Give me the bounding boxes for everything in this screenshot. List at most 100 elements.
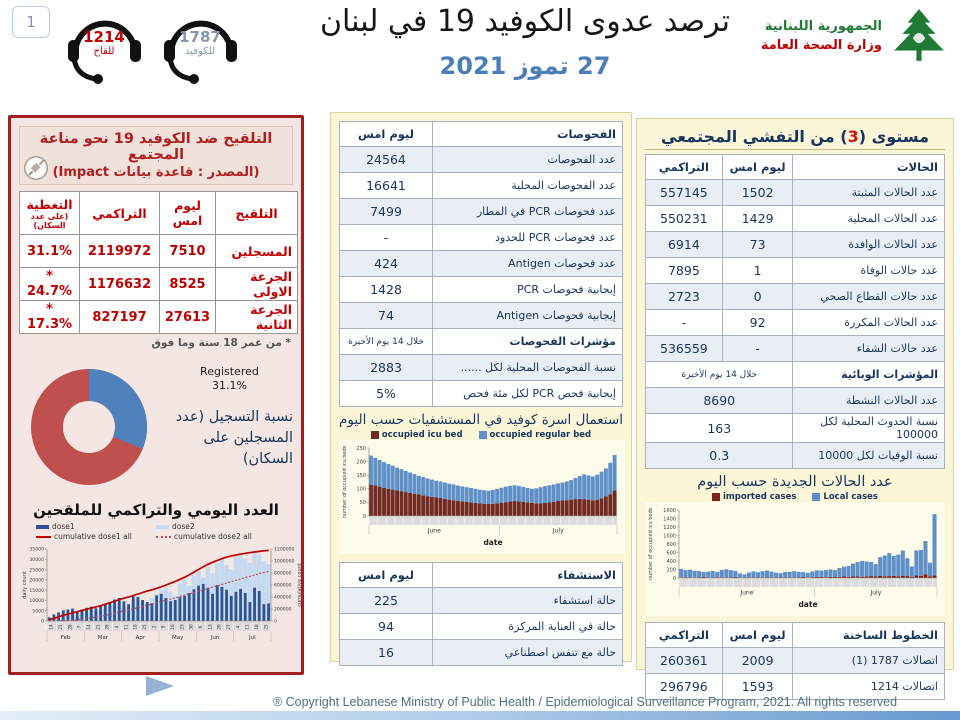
hospital-beds-chart: 0 50 100 150 200 250 June July date number of occ…: [339, 440, 625, 554]
donut-annotation: Registered 31.1%: [200, 365, 259, 392]
row-cumulative: 550231: [645, 205, 723, 232]
level-prefix: مستوى: [866, 127, 929, 146]
svg-text:Mar: Mar: [98, 635, 109, 641]
svg-text:600: 600: [666, 550, 676, 556]
svg-text:400: 400: [666, 559, 676, 565]
svg-text:May: May: [172, 635, 184, 641]
svg-text:200000: 200000: [274, 607, 292, 613]
svg-text:150: 150: [356, 473, 366, 479]
row-value: 163: [644, 413, 794, 443]
svg-text:July: July: [869, 590, 881, 597]
svg-text:June: June: [427, 528, 441, 535]
hospitalization-table: الاستشفاء ليوم امس حالة استشفاء 225 حالة …: [339, 562, 623, 666]
hotline-covid: 1787 للكوفيد: [154, 2, 246, 84]
row-label: حالة في العناية المركزة: [432, 613, 623, 640]
row-value: 424: [339, 250, 433, 277]
outbreak-level-title: مستوى (3) من التفشي المجتمعي: [645, 127, 945, 150]
svg-text:Jul: Jul: [248, 635, 256, 641]
row-yesterday: 0: [721, 283, 794, 310]
vaccination-title: التلقيح ضد الكوفيد 19 نحو مناعة المجتمع: [39, 131, 273, 163]
cases-table-header: الحالات ليوم امس التراكمي: [645, 154, 945, 180]
vaccination-source: (المصدر : قاعدة بيانات Impact): [52, 165, 260, 180]
bottom-gradient-bar: [0, 711, 960, 720]
ministry-logo: الجمهورية اللبنانية وزارة الصحة العامة: [754, 4, 950, 68]
svg-text:21: 21: [95, 624, 100, 630]
svg-text:25000: 25000: [29, 567, 44, 573]
row-cumulative: 827197: [79, 300, 160, 334]
svg-text:June: June: [739, 590, 753, 597]
hotlines-table-header: الخطوط الساخنة ليوم امس التراكمي: [645, 622, 945, 648]
table-row: إيجابية فحص PCR لكل مئة فحص 5%: [339, 380, 623, 407]
level-suffix: من التفشي المجتمعي: [661, 127, 841, 146]
col-hotlines: الخطوط الساخنة: [792, 622, 945, 648]
svg-text:14: 14: [49, 624, 54, 630]
svg-text:27: 27: [226, 624, 231, 630]
table-row: نسبة الحدوث المحلية لكل 100000 163: [644, 413, 945, 443]
legend-cumulative-dose1: cumulative dose1 all: [36, 532, 156, 541]
table-row: عدد الفحوصات المحلية 16641: [339, 172, 623, 199]
headset-icon: [68, 20, 141, 84]
row-coverage: * 17.3%: [19, 300, 80, 334]
row-label: المؤشرات الوبائية: [792, 361, 945, 388]
row-label: عدد فحوصات PCR للحدود: [432, 224, 623, 251]
table-row: حالة استشفاء 225: [339, 587, 623, 614]
row-label: الجرعة الثانية: [215, 300, 298, 334]
row-label: حالة مع تنفس اصطناعي: [432, 639, 623, 666]
row-yesterday: 1429: [721, 205, 794, 232]
row-cumulative: 2723: [645, 283, 723, 310]
svg-text:35000: 35000: [29, 547, 44, 553]
row-label: إيجابية فحوصات Antigen: [432, 302, 623, 329]
level-number: 3: [847, 127, 859, 146]
table-row: إيجابية فحوصات Antigen 74: [339, 302, 623, 329]
hotline-covid-number: 1787: [179, 28, 221, 46]
table-row: عدد الحالات المكررة 92-: [645, 309, 945, 336]
row-value: 8690: [644, 387, 794, 414]
col-yesterday: ليوم امس: [159, 191, 216, 235]
vaccination-table-header: التلقيح ليوم امس التراكمي التغطية (على عد…: [19, 191, 298, 235]
beds-chart-legend: occupied icu bed occupied regular bed: [339, 430, 623, 440]
table-row: عدد الفحوصات 24564: [339, 146, 623, 173]
row-value: 5%: [339, 380, 433, 407]
row-label: عدد الحالات المحلية: [792, 205, 945, 232]
svg-text:0: 0: [41, 619, 44, 625]
svg-text:number of occupied icu beds: number of occupied icu beds: [342, 445, 348, 518]
table-row: عدد الحالات المثبتة 1502 557145: [645, 179, 945, 206]
svg-text:1000000: 1000000: [274, 559, 295, 565]
svg-text:11: 11: [245, 624, 250, 630]
svg-text:16: 16: [170, 624, 175, 630]
row-label: المسجلين: [215, 234, 298, 268]
registration-donut-block: Registered 31.1% نسبة التسجيل (عدد المسج…: [19, 351, 293, 499]
hotline-vaccine: 1214 للقاح: [58, 2, 150, 84]
vaccination-chart-title: العدد اليومي والتراكمي للملقحين: [33, 501, 279, 519]
vaccination-panel: التلقيح ضد الكوفيد 19 نحو مناعة المجتمع …: [8, 115, 304, 675]
svg-text:18: 18: [133, 624, 138, 630]
donut-labels: Registered 31.1% نسبة التسجيل (عدد المسج…: [166, 351, 293, 499]
cases-table: الحالات ليوم امس التراكمي عدد الحالات ال…: [644, 154, 945, 469]
col-yesterday: ليوم امس: [721, 154, 794, 180]
svg-text:July: July: [552, 528, 564, 535]
svg-text:Apr: Apr: [136, 635, 146, 641]
row-coverage: 31.1%: [19, 234, 80, 268]
row-yesterday: 92: [721, 309, 794, 336]
col-cumulative: التراكمي: [645, 154, 723, 180]
svg-text:4: 4: [114, 625, 119, 628]
col-cumulative: التراكمي: [645, 622, 723, 648]
legend-local-cases: Local cases: [812, 492, 878, 502]
svg-text:4: 4: [235, 625, 240, 628]
row-label: حالة استشفاء: [432, 587, 623, 614]
table-row-subheader: مؤشرات الفحوصات خلال 14 يوم الأخيرة: [339, 328, 623, 355]
col-hospitalization: الاستشفاء: [432, 562, 623, 588]
svg-text:Feb: Feb: [61, 635, 71, 641]
row-label: عدد الحالات الوافدة: [792, 231, 945, 258]
new-cases-chart-title: عدد الحالات الجديدة حسب اليوم: [697, 474, 893, 490]
row-period: خلال 14 يوم الأخيرة: [644, 361, 794, 388]
svg-text:0: 0: [274, 619, 277, 625]
row-label: إيجابية فحوصات PCR: [432, 276, 623, 303]
table-row: الجرعة الثانية 27613 827197 * 17.3%: [19, 300, 298, 334]
row-label: إيجابية فحص PCR لكل مئة فحص: [432, 380, 623, 407]
table-row: الجرعة الاولى 8525 1176632 * 24.7%: [19, 267, 298, 301]
table-row: عدد حالات الوفاة 1 7895: [645, 257, 945, 284]
svg-text:1200000: 1200000: [274, 547, 295, 553]
svg-text:15000: 15000: [29, 588, 44, 594]
